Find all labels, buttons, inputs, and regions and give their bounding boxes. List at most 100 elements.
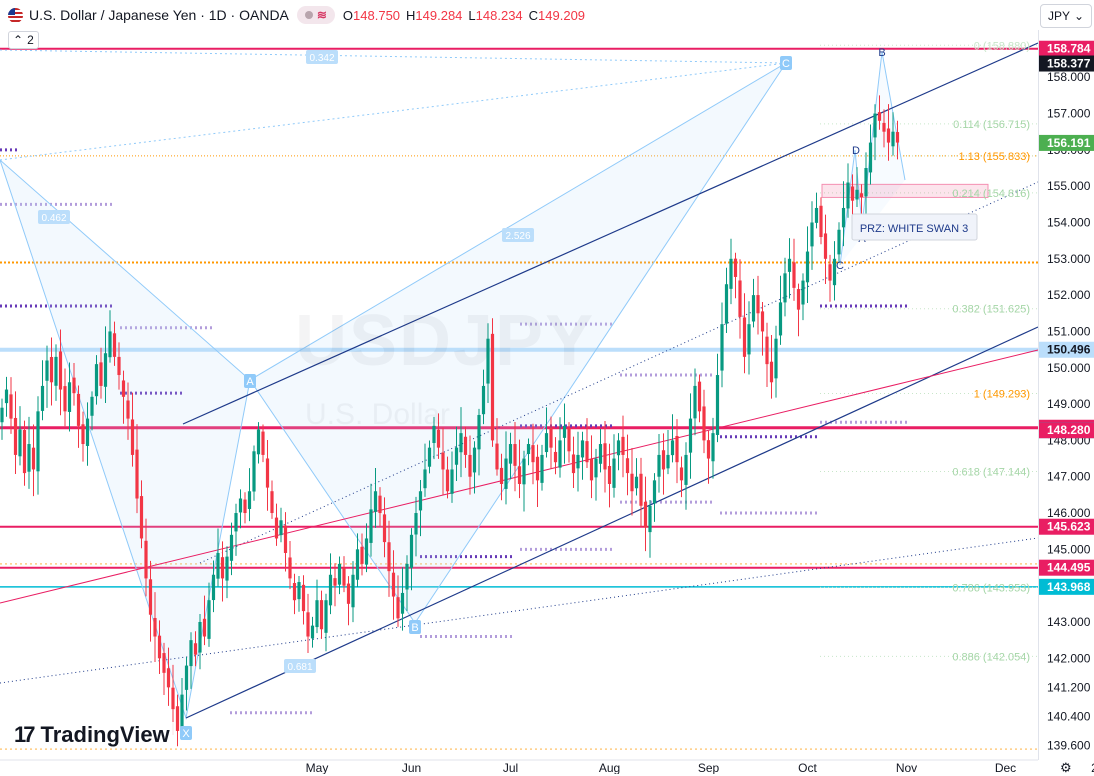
candle-body [796,289,801,310]
candle-body [702,406,706,441]
candle-body [360,546,364,564]
symbol-title[interactable]: U.S. Dollar / Japanese Yen · 1D · OANDA [29,7,289,23]
ratio-box [306,50,338,64]
candle-body [522,458,526,485]
candle-body [108,331,112,358]
pattern-bcd-triangle [249,62,787,624]
candle-body [616,440,621,456]
candle-body [229,534,234,561]
candle-body [760,311,765,332]
candle-body [346,583,351,604]
candle-body [679,467,684,481]
candle-body [715,375,720,435]
candle-body [391,572,396,597]
candle-body [252,451,256,492]
price-label-text: 145.623 [1047,520,1091,534]
candle-body [517,466,522,484]
candle-body [418,491,423,511]
fib-label: 0.786 (143.953) [952,582,1030,594]
candle-body [378,495,382,514]
candle-body [783,273,787,303]
candle-body [814,207,819,223]
candle-body [40,385,45,411]
candle-body [504,458,508,489]
candle-body [661,450,666,470]
candle-body [513,444,517,466]
y-tick-label: 141.200 [1047,680,1091,694]
y-tick-label: 158.000 [1047,70,1091,84]
market-status-badge[interactable]: ≋ [296,6,335,24]
candle-body [697,381,702,412]
candle-body [279,520,283,536]
candle-body [873,113,877,138]
price-axis[interactable]: 139.600140.400141.200142.000143.000144.0… [1038,30,1094,760]
candle-body [612,458,616,488]
candle-body [193,643,198,655]
candle-body [45,360,49,381]
candle-body [445,469,450,492]
candle-body [639,473,643,506]
candle-body [693,385,697,419]
indicators-toggle-button[interactable]: ⌃ 2 [8,31,39,49]
candle-body [211,574,216,601]
candle-body [463,436,468,455]
y-tick-label: 142.000 [1047,651,1091,665]
watermark-symbol: USDJPY [295,301,596,381]
candle-body [99,362,103,386]
candle-body [162,653,166,673]
candle-body [355,549,360,580]
prz-label: PRZ: WHITE SWAN 3 [860,223,968,235]
candle-body [189,640,193,667]
candle-body [603,443,607,470]
candle-body [864,168,868,197]
y-tick-label: 153.000 [1047,252,1091,266]
price-label-text: 144.495 [1047,561,1091,575]
candle-body [765,336,769,365]
candle-body [261,431,265,455]
price-axis-ticks: 139.600140.400141.200142.000143.000144.0… [1047,70,1091,752]
candle-body [886,128,891,143]
candle-body [112,333,117,357]
candle-body [585,441,589,463]
fib-labels-layer: 0 (158.880) 0.114 (156.715) 1.13 (155.833)… [952,40,1030,663]
candle-body [868,142,873,173]
x-tick-label: Jun [402,761,421,774]
candle-body [526,444,531,455]
pattern-point-box [409,620,421,634]
candle-body [409,534,414,568]
ohlc-open: O148.750 [342,7,401,23]
price-label-text: 148.280 [1047,423,1091,437]
currency-value: JPY [1047,9,1070,23]
y-tick-label: 157.000 [1047,107,1091,121]
candle-body [598,444,603,464]
candle-body [247,491,252,509]
candle-body [256,429,261,455]
candle-body [153,617,157,637]
candle-body [225,556,229,581]
candle-body [9,394,13,419]
candle-body [427,447,432,467]
price-label-text: 143.968 [1047,580,1091,594]
currency-select[interactable]: JPY ⌄ [1040,4,1092,28]
pattern-point-label: C [782,58,790,70]
candle-body [90,396,94,416]
gear-icon[interactable]: ⚙ [1060,760,1072,775]
candle-body [207,600,211,639]
candle-body [144,540,148,579]
candle-body [801,280,805,305]
candle-body [328,574,333,606]
candle-body [117,356,121,376]
pattern-point-label: A [246,376,254,388]
candle-body [666,454,670,469]
candle-body [148,579,153,615]
price-label-text: 158.784 [1047,42,1091,56]
candle-body [594,458,598,478]
fib-label: 0.886 (142.054) [952,651,1030,663]
x-tick-label: 2026 [1091,761,1094,774]
tradingview-logo: 17 TradingView [10,722,174,748]
candle-body [630,473,634,492]
candle-body [85,418,90,446]
candle-body [387,542,391,572]
